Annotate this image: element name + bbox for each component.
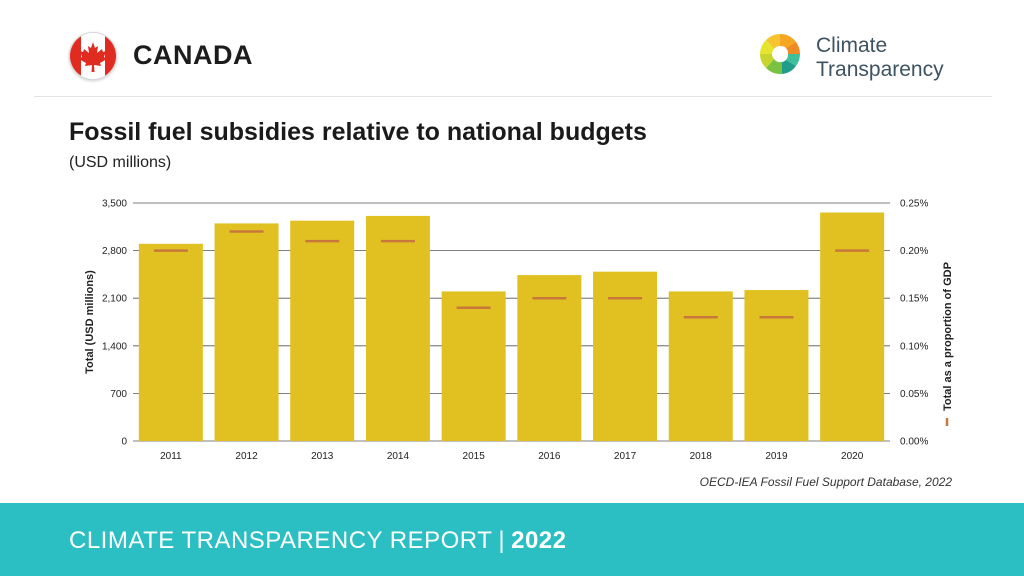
y-tick-label: 700: [110, 389, 127, 400]
chart-subtitle: (USD millions): [69, 154, 172, 171]
y-tick-label: 0: [121, 437, 127, 448]
footer-separator: |: [498, 527, 506, 554]
brand-name: Climate Transparency: [816, 34, 944, 82]
x-tick-label: 2012: [235, 451, 258, 462]
brand-name-line1: Climate: [816, 34, 888, 57]
source-note: OECD-IEA Fossil Fuel Support Database, 2…: [699, 475, 952, 489]
bar: [365, 215, 430, 441]
x-tick-label: 2020: [841, 451, 864, 462]
y-tick-label: 1,400: [102, 341, 127, 352]
y-tick-label: 2,800: [102, 246, 127, 257]
x-tick-label: 2013: [311, 451, 334, 462]
canada-flag-icon: [69, 32, 117, 80]
x-tick-label: 2014: [387, 451, 410, 462]
footer-text: CLIMATE TRANSPARENCY REPORT | 2022: [69, 527, 567, 555]
country-name: CANADA: [133, 40, 253, 70]
x-tick-label: 2015: [463, 451, 486, 462]
x-tick-label: 2016: [538, 451, 561, 462]
header-divider: [34, 96, 992, 97]
y2-axis-title: Total as a proportion of GDP: [942, 262, 954, 411]
bar: [517, 275, 582, 441]
footer-label: CLIMATE TRANSPARENCY REPORT: [69, 527, 493, 554]
y2-tick-label: 0.20%: [900, 246, 928, 257]
bar: [290, 220, 355, 441]
subsidies-bar-chart: 0 700 1,400 2,100 2,800 3,500 0.00% 0.05% 0.10% 0…: [84, 199, 954, 463]
bar: [441, 291, 506, 441]
y2-tick-label: 0.05%: [900, 389, 928, 400]
brand-name-line2: Transparency: [816, 58, 944, 81]
chart-title: Fossil fuel subsidies relative to nation…: [69, 118, 647, 146]
bar: [668, 291, 733, 441]
y2-tick-label: 0.25%: [900, 199, 928, 210]
footer-year: 2022: [511, 527, 567, 554]
bar: [744, 290, 809, 441]
climate-transparency-logo-icon: [752, 26, 808, 82]
y-tick-label: 3,500: [102, 199, 127, 210]
y-tick-label: 2,100: [102, 294, 127, 305]
y2-tick-label: 0.10%: [900, 341, 928, 352]
x-tick-label: 2017: [614, 451, 637, 462]
bar: [138, 243, 203, 441]
y-axis-title: Total (USD millions): [84, 270, 96, 374]
x-tick-label: 2011: [160, 451, 182, 462]
header: CANADA Climate Transparency: [0, 0, 1024, 97]
footer-banner: CLIMATE TRANSPARENCY REPORT | 2022: [0, 503, 1024, 576]
y2-tick-label: 0.00%: [900, 437, 928, 448]
bar: [214, 223, 279, 441]
x-tick-label: 2019: [765, 451, 788, 462]
bar: [593, 271, 658, 441]
x-tick-label: 2018: [690, 451, 713, 462]
y2-tick-label: 0.15%: [900, 294, 928, 305]
bar: [820, 212, 885, 441]
y2-axis-legend: Total as a proportion of GDP: [942, 262, 954, 426]
